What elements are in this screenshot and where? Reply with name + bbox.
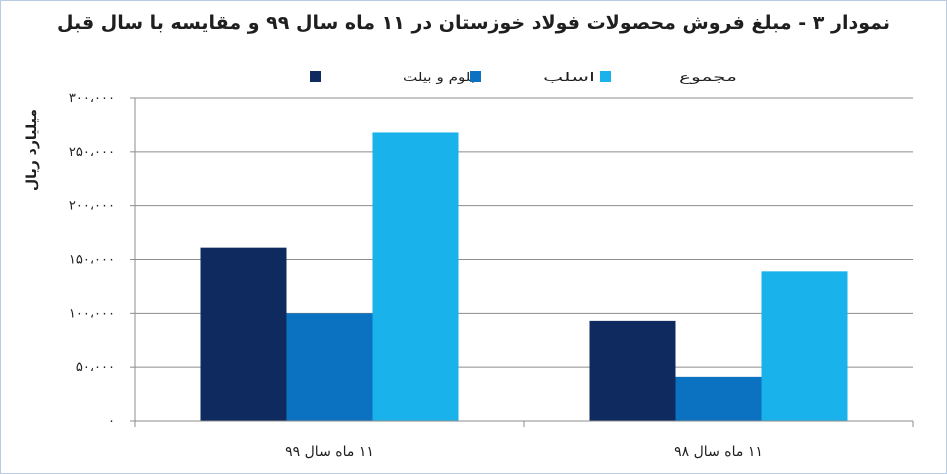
x-tick-label: ۱۱ ماه سال ۹۹ xyxy=(285,444,374,460)
legend-label: اسلب xyxy=(543,70,595,84)
legend-swatch xyxy=(600,71,611,82)
legend-label: بلوم و بیلت xyxy=(403,70,475,85)
x-tick-labels: ۱۱ ماه سال ۹۹ ۱۱ ماه سال ۹۸ xyxy=(285,444,763,460)
bars xyxy=(200,132,848,421)
x-tick-label: ۱۱ ماه سال ۹۸ xyxy=(674,444,763,460)
y-tick-label: ۱۵۰،۰۰۰ xyxy=(69,253,115,268)
y-tick-label: ۲۵۰،۰۰۰ xyxy=(69,145,115,160)
legend-swatch xyxy=(310,71,321,82)
y-tick-label: ۰ xyxy=(108,414,115,429)
bar xyxy=(286,313,373,421)
axes xyxy=(134,98,914,427)
bar xyxy=(200,247,287,421)
bar xyxy=(675,376,762,421)
bar xyxy=(372,132,459,421)
y-tick-label: ۳۰۰،۰۰۰ xyxy=(69,91,115,106)
bar xyxy=(589,320,676,421)
bar xyxy=(761,271,848,421)
y-tick-label: ۱۰۰،۰۰۰ xyxy=(69,306,115,321)
legend-swatch xyxy=(470,71,481,82)
y-tick-label: ۵۰،۰۰۰ xyxy=(76,360,115,375)
legend: بلوم و بیلت اسلب مجموع xyxy=(310,70,737,85)
chart-title: نمودار ۳ - مبلغ فروش محصولات فولاد خوزست… xyxy=(56,12,891,34)
y-tick-label: ۲۰۰،۰۰۰ xyxy=(69,199,115,214)
y-tick-labels: ۰ ۵۰،۰۰۰ ۱۰۰،۰۰۰ ۱۵۰،۰۰۰ ۲۰۰،۰۰۰ ۲۵۰،۰۰۰ ۳۰۰،۰… xyxy=(69,91,115,429)
legend-label: مجموع xyxy=(679,70,737,85)
